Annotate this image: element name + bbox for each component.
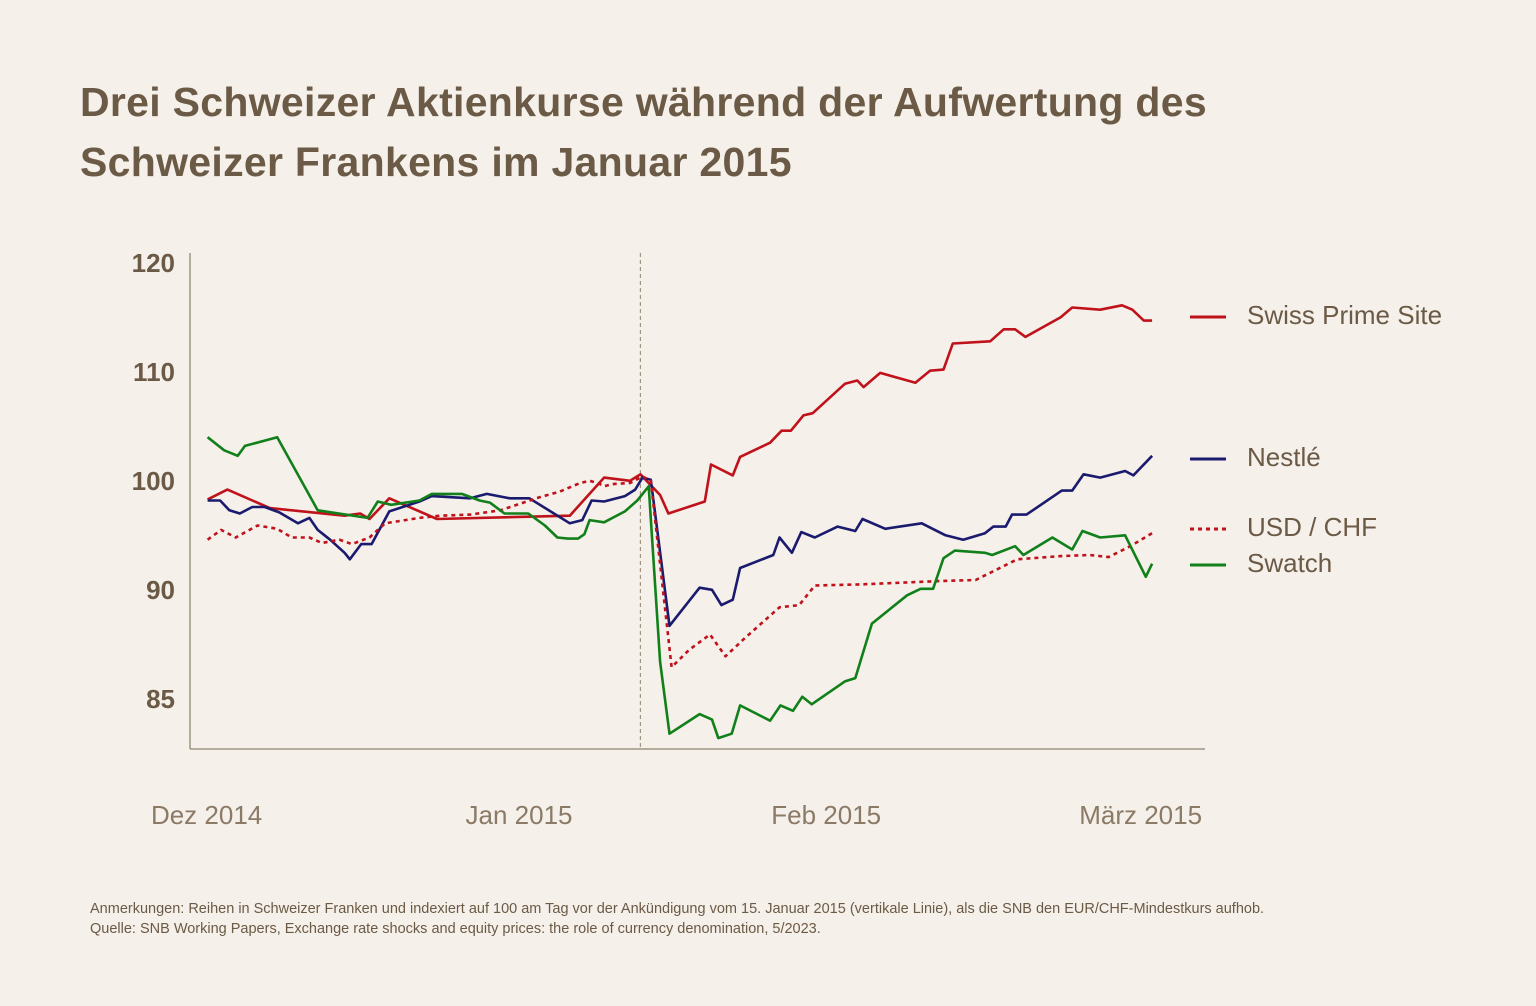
chart-title: Drei Schweizer Aktienkurse während der A… — [80, 79, 1207, 185]
y-tick-label: 100 — [132, 466, 175, 496]
series-line — [206, 475, 1153, 669]
legend-label: Swatch — [1247, 548, 1332, 578]
legend-label: Swiss Prime Site — [1247, 300, 1442, 330]
note: Anmerkungen: Reihen in Schweizer Franken… — [90, 901, 1265, 917]
y-tick-label: 110 — [133, 357, 175, 387]
series-line — [206, 435, 1154, 740]
y-tick-label: 85 — [146, 684, 175, 714]
y-tick-label: 120 — [132, 248, 175, 278]
series-line — [207, 304, 1153, 521]
series-line — [207, 454, 1154, 628]
x-tick-label: Dez 2014 — [151, 800, 262, 830]
y-tick-label: 90 — [146, 575, 175, 605]
source: Quelle: SNB Working Papers, Exchange rat… — [90, 921, 821, 937]
legend-label: Nestlé — [1247, 442, 1321, 472]
x-tick-label: März 2015 — [1079, 800, 1202, 830]
x-tick-label: Jan 2015 — [466, 800, 573, 830]
x-tick-label: Feb 2015 — [771, 800, 881, 830]
legend-label: USD / CHF — [1247, 512, 1377, 542]
